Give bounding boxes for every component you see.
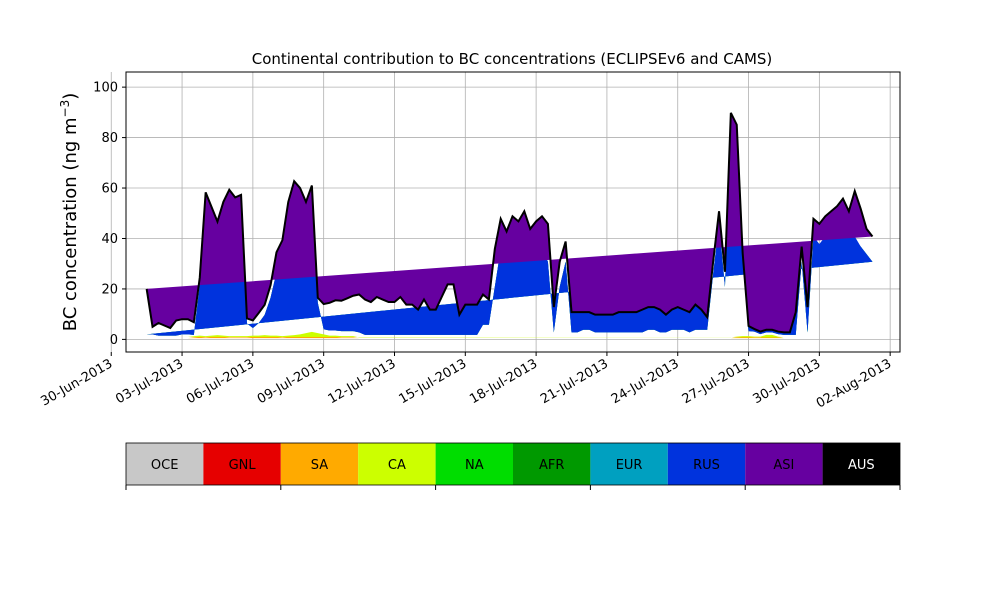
y-tick-label: 60 bbox=[101, 182, 118, 197]
legend-swatch-afr bbox=[513, 443, 591, 485]
x-tick-label: 27-Jul-2013 bbox=[680, 356, 753, 407]
y-axis-label-main: BC concentration (ng m bbox=[60, 117, 81, 331]
area-asi bbox=[146, 112, 873, 333]
legend-frame bbox=[125, 442, 901, 486]
y-axis-label: BC concentration (ng m−3) bbox=[58, 93, 81, 332]
y-axis: 0 20 40 60 80 100 bbox=[93, 81, 126, 348]
legend-label-oce: OCE bbox=[151, 458, 179, 473]
legend-label-na: NA bbox=[465, 458, 484, 473]
legend: OCE GNL SA CA NA AFR EUR RUS ASI AUS bbox=[125, 442, 901, 490]
y-tick-label: 40 bbox=[101, 232, 118, 247]
chart-title: Continental contribution to BC concentra… bbox=[252, 50, 773, 68]
y-axis-label-close: ) bbox=[60, 93, 81, 100]
legend-label-ca: CA bbox=[388, 458, 406, 473]
legend-label-aus: AUS bbox=[848, 458, 875, 473]
x-tick-label: 30-Jul-2013 bbox=[751, 356, 824, 407]
x-tick-label: 15-Jul-2013 bbox=[396, 356, 469, 407]
legend-label-sa: SA bbox=[311, 458, 328, 473]
x-tick-label: 18-Jul-2013 bbox=[467, 356, 540, 407]
legend-swatch-na bbox=[435, 443, 513, 485]
x-tick-label: 12-Jul-2013 bbox=[326, 356, 399, 407]
plot-frame bbox=[125, 71, 901, 353]
legend-swatch-oce bbox=[126, 443, 204, 485]
stacked-areas bbox=[146, 112, 873, 339]
legend-label-asi: ASI bbox=[773, 458, 794, 473]
legend-swatch-asi bbox=[745, 443, 823, 485]
x-tick-label: 06-Jul-2013 bbox=[184, 356, 257, 407]
legend-label-eur: EUR bbox=[616, 458, 643, 473]
legend-swatch-aus bbox=[822, 443, 900, 485]
plot-area bbox=[110, 71, 901, 353]
x-tick-label: 02-Aug-2013 bbox=[814, 356, 894, 411]
legend-swatch-rus bbox=[667, 443, 746, 485]
x-tick-label: 30-Jun-2013 bbox=[38, 356, 115, 409]
y-tick-label: 0 bbox=[110, 333, 118, 348]
x-axis: 30-Jun-201303-Jul-201306-Jul-201309-Jul-… bbox=[38, 352, 894, 412]
x-tick-label: 21-Jul-2013 bbox=[538, 356, 611, 407]
y-tick-label: 20 bbox=[101, 282, 118, 297]
y-tick-label: 80 bbox=[101, 131, 118, 146]
legend-label-gnl: GNL bbox=[229, 458, 257, 473]
legend-swatch-gnl bbox=[203, 443, 281, 485]
legend-label-afr: AFR bbox=[539, 458, 564, 473]
x-tick-label: 24-Jul-2013 bbox=[609, 356, 682, 407]
total-line bbox=[145, 112, 874, 334]
x-tick-label: 09-Jul-2013 bbox=[255, 356, 328, 407]
x-tick-label: 03-Jul-2013 bbox=[113, 356, 186, 407]
legend-swatch-ca bbox=[358, 443, 436, 485]
y-tick-label: 100 bbox=[93, 81, 118, 96]
legend-swatch-sa bbox=[280, 443, 359, 485]
legend-swatch-eur bbox=[590, 443, 668, 485]
legend-label-rus: RUS bbox=[693, 458, 720, 473]
y-axis-label-exponent: −3 bbox=[58, 100, 72, 118]
area-ca bbox=[146, 331, 873, 338]
